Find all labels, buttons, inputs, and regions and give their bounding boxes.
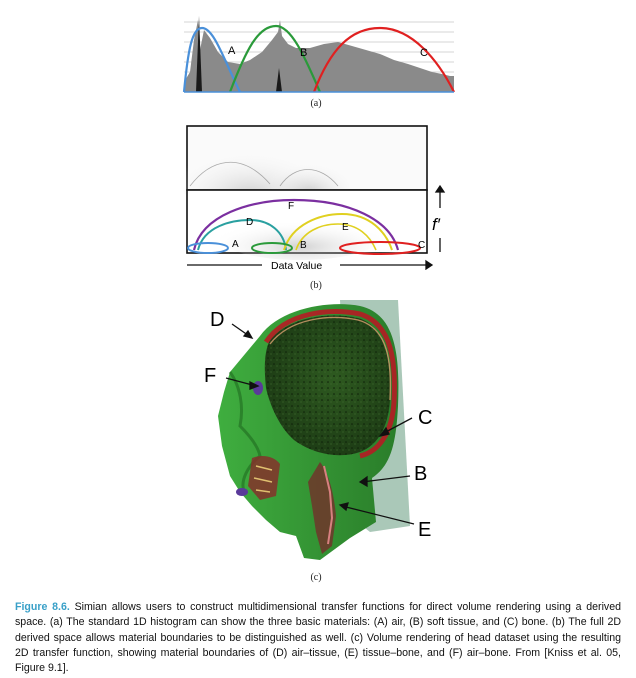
callout-label-d: D bbox=[210, 309, 224, 331]
figure-number: Figure 8.6. bbox=[15, 601, 70, 613]
caption-text: Simian allows users to construct multidi… bbox=[15, 601, 621, 674]
region-label-d: D bbox=[246, 217, 253, 228]
region-label-a: A bbox=[232, 239, 239, 250]
region-label-e: E bbox=[342, 222, 349, 233]
x-axis-label: Data Value bbox=[271, 260, 322, 270]
callout-label-b: B bbox=[414, 463, 427, 485]
callout-label-e: E bbox=[418, 519, 431, 541]
region-label-b: B bbox=[300, 240, 307, 251]
curve-label-c: C bbox=[420, 47, 428, 59]
curve-label-a: A bbox=[228, 45, 236, 57]
derived-space-panel-b: F D E A B C Data Value f′ bbox=[180, 120, 460, 270]
figure-caption: Figure 8.6. Simian allows users to const… bbox=[15, 600, 621, 676]
panel-c-sublabel: (c) bbox=[296, 572, 336, 583]
y-axis-label: f′ bbox=[432, 215, 441, 234]
region-label-c: C bbox=[418, 240, 425, 251]
curve-label-b: B bbox=[300, 47, 307, 59]
region-label-f: F bbox=[288, 201, 294, 212]
panel-b-sublabel: (b) bbox=[296, 280, 336, 291]
callout-label-c: C bbox=[418, 407, 432, 429]
panel-a-sublabel: (a) bbox=[296, 98, 336, 109]
callout-label-f: F bbox=[204, 365, 216, 387]
head-volume-rendering-panel-c: D F C B E bbox=[200, 296, 460, 572]
